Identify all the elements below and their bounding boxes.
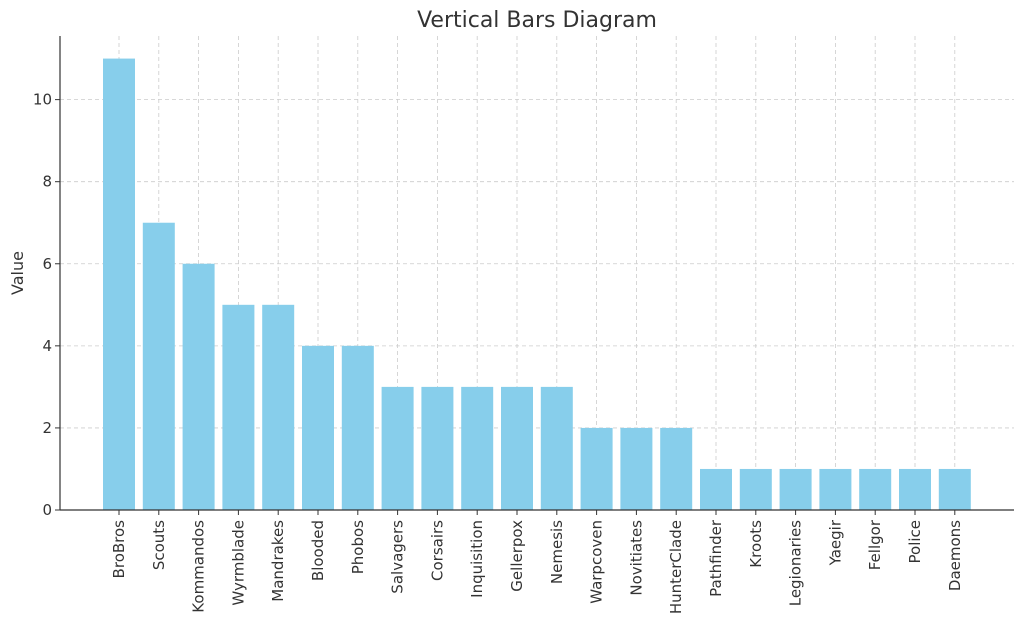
bar-legionaries — [779, 468, 812, 510]
y-ticks: 0 2 4 6 8 10 — [33, 91, 60, 519]
x-tick-label: Pathfinder — [707, 519, 725, 597]
bar-inquisition — [461, 386, 494, 510]
x-tick-label: Police — [906, 520, 924, 564]
chart-title: Vertical Bars Diagram — [417, 8, 657, 33]
x-tick-label: Nemesis — [548, 520, 566, 584]
x-tick-label: HunterClade — [667, 520, 685, 614]
bar-corsairs — [421, 386, 454, 510]
axes — [59, 36, 1014, 511]
bar-phobos — [341, 345, 374, 510]
bar-scouts — [142, 222, 175, 510]
bar-yaegir — [819, 468, 852, 510]
bar-nemesis — [540, 386, 573, 510]
x-tick-label: Kroots — [747, 520, 765, 568]
x-tick-label: Fellgor — [866, 519, 884, 570]
x-tick-label: Scouts — [150, 520, 168, 570]
y-tick-label: 4 — [42, 337, 52, 355]
bar-blooded — [302, 345, 334, 510]
x-tick-label: Kommandos — [190, 520, 208, 613]
y-tick-label: 8 — [42, 173, 52, 191]
x-tick-label: Corsairs — [428, 520, 446, 581]
bar-warpcoven — [580, 427, 613, 510]
bar-daemons — [938, 468, 971, 510]
y-axis-label: Value — [8, 251, 27, 295]
bar-hunterclade — [660, 427, 693, 510]
x-tick-label: BroBros — [110, 520, 128, 579]
x-tick-label: Daemons — [946, 520, 964, 591]
x-tick-label: Phobos — [349, 520, 367, 574]
x-tick-label: Gellerpox — [508, 520, 526, 592]
x-tick-label: Warpcoven — [588, 520, 606, 604]
bar-kommandos — [182, 263, 215, 510]
bars — [103, 58, 971, 510]
bar-salvagers — [381, 386, 414, 510]
x-tick-label: Yaegir — [826, 519, 844, 566]
bar-kroots — [739, 468, 772, 510]
y-tick-label: 6 — [42, 255, 52, 273]
x-tick-label: Wyrmblade — [229, 520, 247, 606]
x-ticks: BroBros Scouts Kommandos Wyrmblade Mandrakes… — [110, 510, 964, 614]
bar-mandrakes — [262, 304, 295, 510]
y-tick-label: 0 — [42, 501, 52, 519]
bar-novitiates — [620, 427, 653, 510]
y-tick-label: 10 — [33, 91, 52, 109]
x-tick-label: Mandrakes — [269, 520, 287, 602]
y-tick-label: 2 — [42, 419, 52, 437]
bar-pathfinder — [700, 468, 732, 510]
bar-police — [899, 468, 931, 510]
x-tick-label: Legionaries — [787, 520, 805, 606]
x-tick-label: Blooded — [309, 520, 327, 581]
bar-gellerpox — [501, 386, 533, 510]
bar-wyrmblade — [222, 304, 255, 510]
bar-fellgor — [859, 468, 892, 510]
x-tick-label: Salvagers — [389, 520, 407, 594]
x-tick-label: Inquisition — [468, 520, 486, 598]
x-tick-label: Novitiates — [627, 520, 645, 596]
bar-brobros — [103, 58, 135, 510]
